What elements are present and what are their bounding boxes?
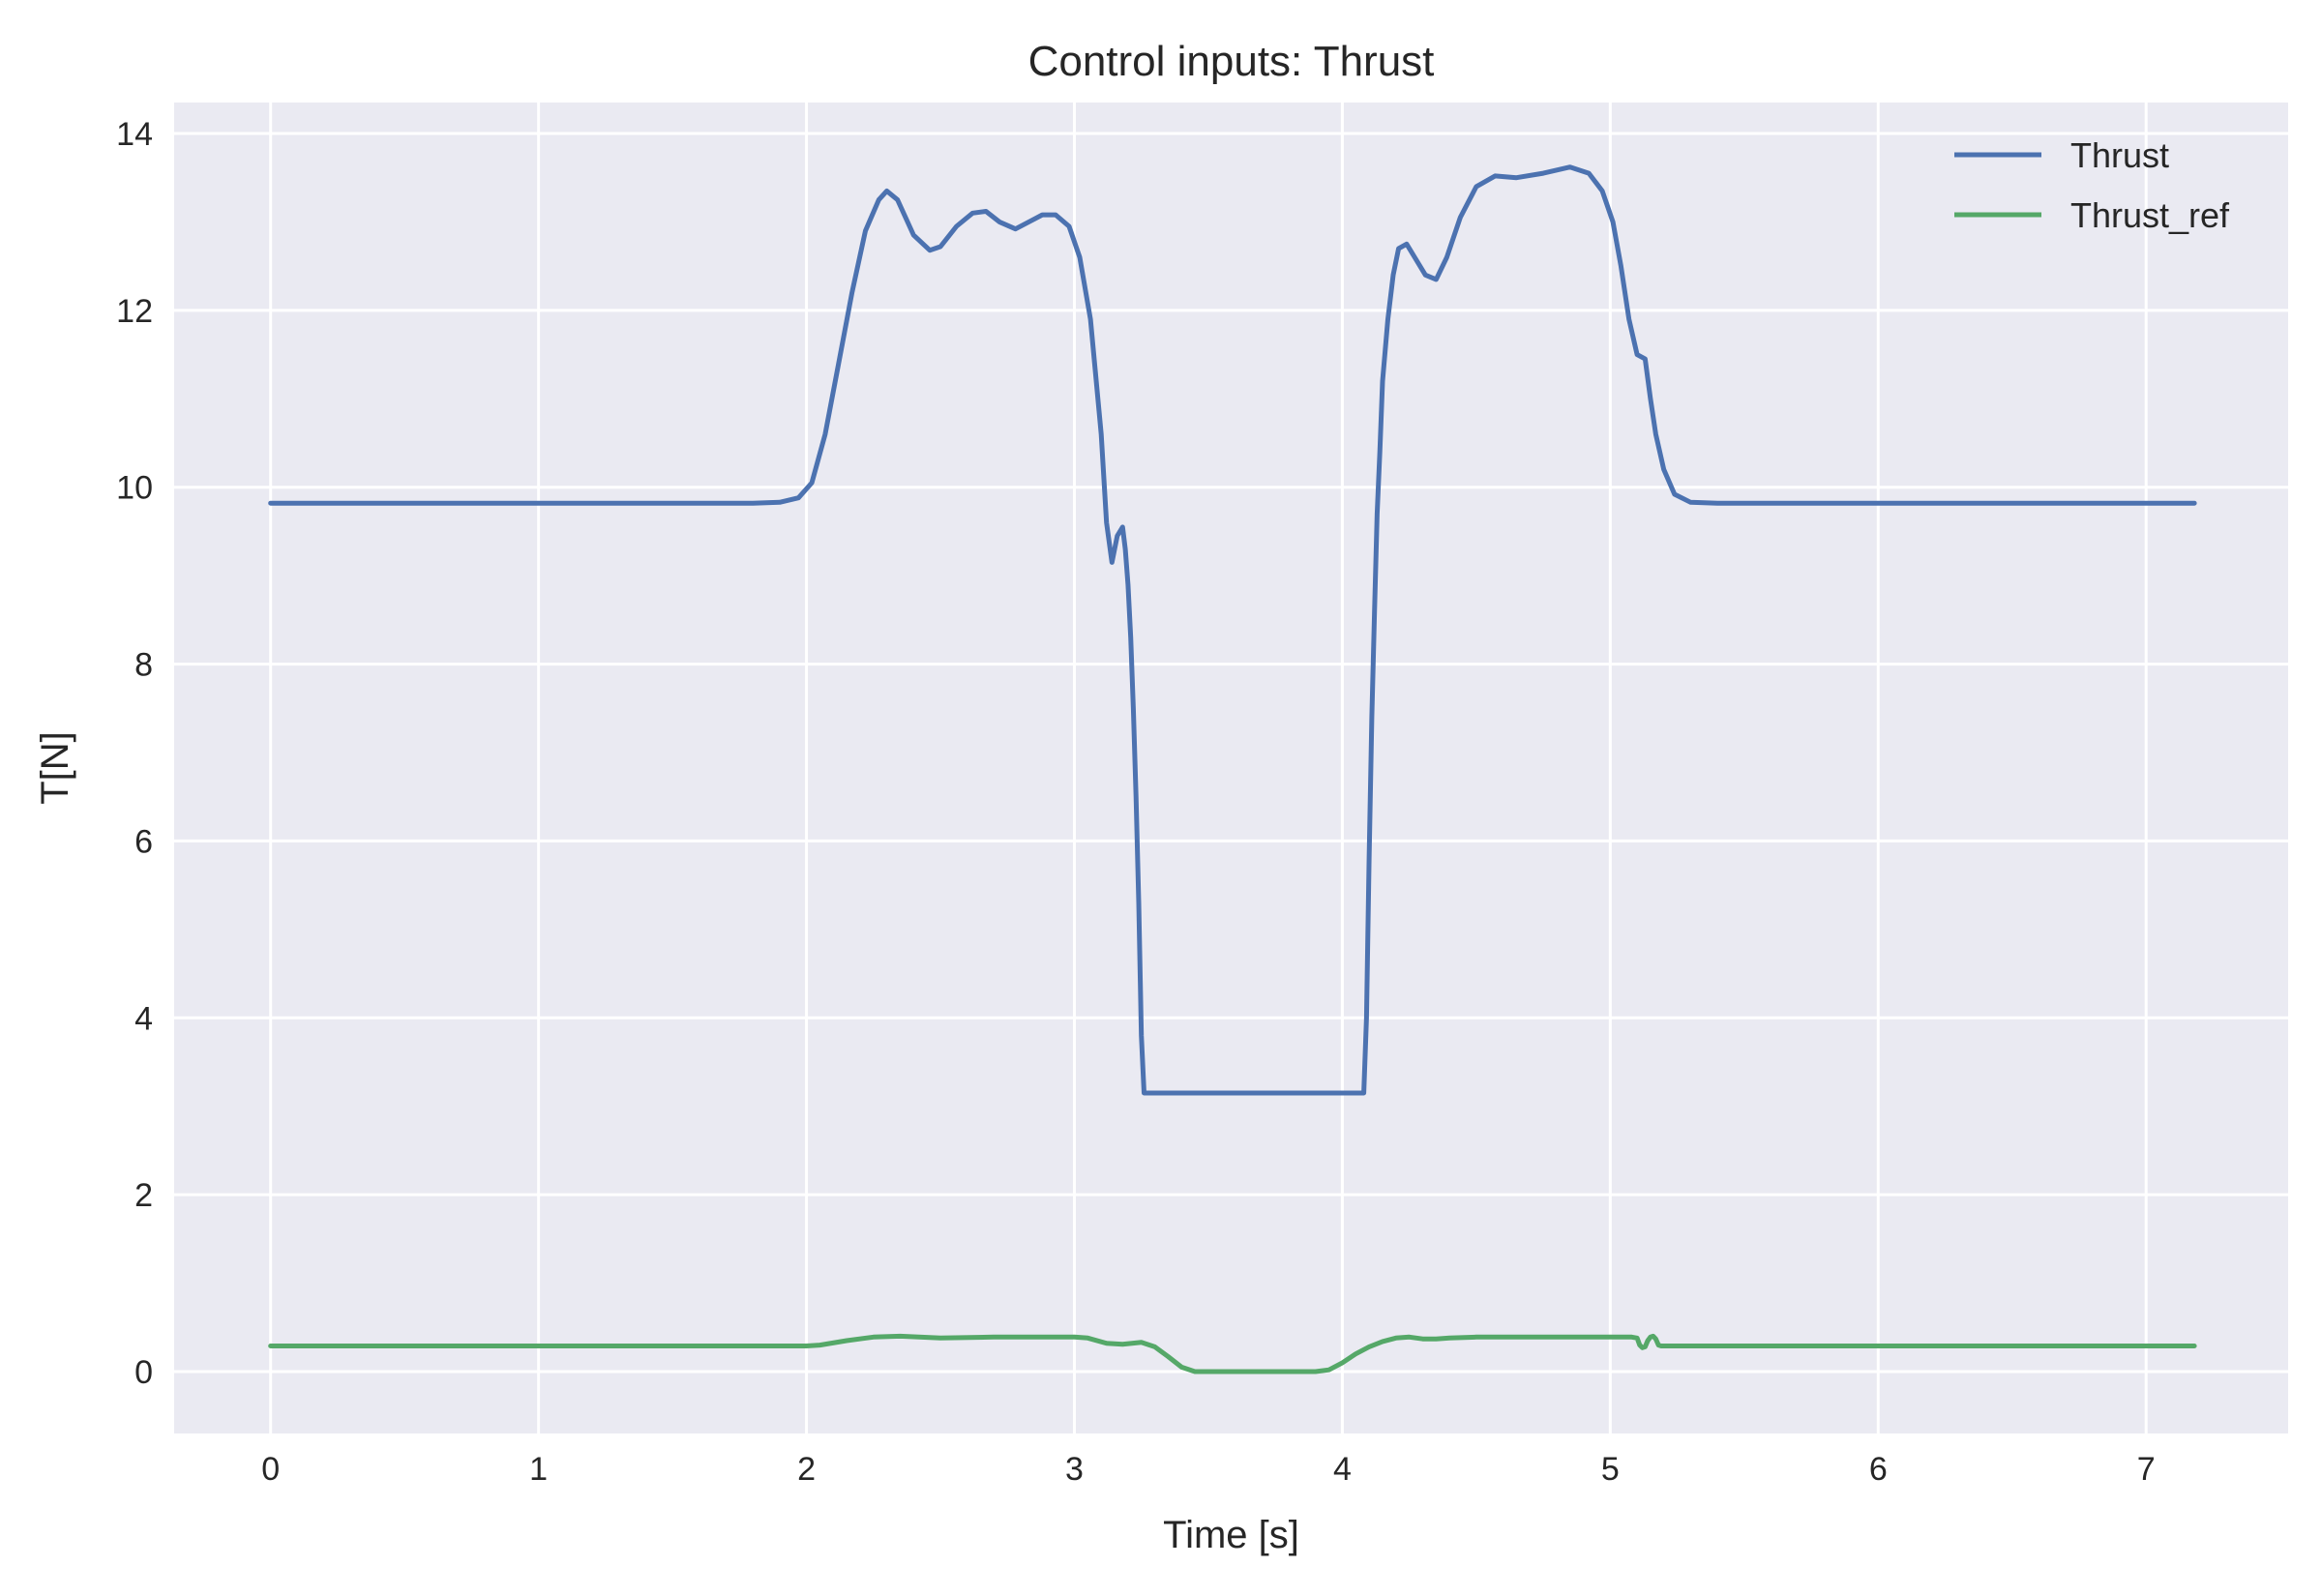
legend-label: Thrust_ref [2070,195,2230,235]
x-tick-label: 3 [1065,1451,1084,1488]
grid [174,103,2288,1433]
y-tick-label: 12 [116,293,153,330]
x-tick-label: 0 [261,1451,280,1488]
x-tick-label: 5 [1601,1451,1620,1488]
legend: Thrust Thrust_ref [1954,135,2230,235]
y-tick-label: 6 [134,823,153,860]
y-axis-label: T[N] [34,731,76,805]
y-tick-label: 2 [134,1177,153,1214]
plot-background [174,103,2288,1433]
y-tick-label: 10 [116,470,153,507]
x-tick-label: 7 [2137,1451,2156,1488]
x-tick-label: 4 [1333,1451,1352,1488]
y-tick-label: 14 [116,116,153,153]
y-tick-label: 4 [134,1000,153,1037]
series-line-thrust-ref [268,1333,2197,1374]
x-axis-label: Time [s] [1163,1514,1299,1556]
series-layer [268,164,2197,1374]
legend-label: Thrust [2070,135,2169,175]
x-tick-label: 1 [529,1451,548,1488]
y-tick-label: 0 [134,1354,153,1391]
chart-title: Control inputs: Thrust [1028,38,1435,85]
y-tick-label: 8 [134,647,153,684]
x-tick-label: 2 [797,1451,816,1488]
x-tick-label: 6 [1869,1451,1888,1488]
series-line-thrust [268,164,2197,1096]
